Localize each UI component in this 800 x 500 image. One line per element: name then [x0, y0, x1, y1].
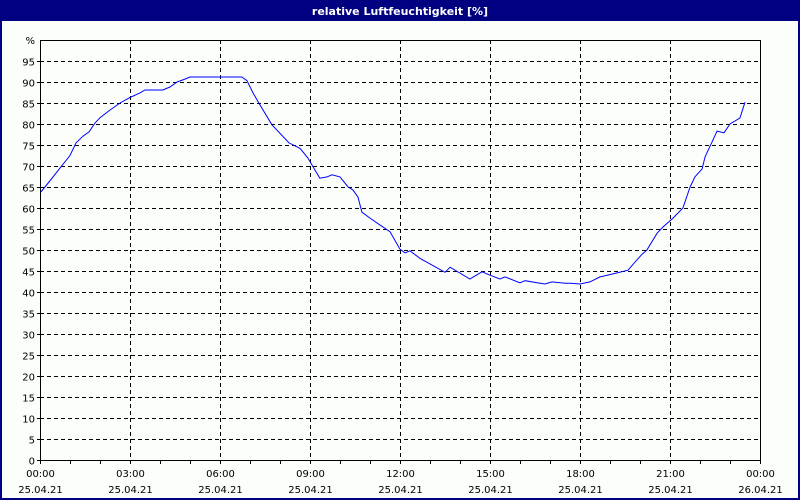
humidity-line [40, 76, 746, 285]
y-tick-label: 30 [22, 331, 35, 342]
y-tick-label: 35 [22, 310, 35, 321]
x-tick-time-label: 00:00 [746, 469, 775, 480]
x-tick-date-label: 26.04.21 [738, 485, 783, 496]
y-tick-label: 50 [22, 247, 35, 258]
x-tick-date-label: 25.04.21 [108, 485, 153, 496]
x-tick-time-label: 09:00 [296, 469, 325, 480]
y-tick-label: 55 [22, 226, 35, 237]
x-tick-time-label: 00:00 [26, 469, 55, 480]
x-tick-date-label: 25.04.21 [18, 485, 63, 496]
grid-lines [40, 40, 760, 460]
y-unit-label: % [25, 36, 35, 47]
y-tick-label: 95 [22, 58, 35, 69]
x-tick-time-label: 21:00 [656, 469, 685, 480]
x-tick-date-label: 25.04.21 [198, 485, 243, 496]
x-tick-time-label: 03:00 [116, 469, 145, 480]
y-tick-label: 40 [22, 289, 35, 300]
y-axis: 0 5 10 15 20 25 30 35 40 45 50 55 60 65 70 75 80 85 90 95% [22, 36, 40, 468]
plot-border [40, 40, 761, 461]
y-tick-label: 15 [22, 394, 35, 405]
chart-title: relative Luftfeuchtigkeit [%] [2, 2, 798, 21]
x-tick-date-label: 25.04.21 [288, 485, 333, 496]
y-tick-label: 85 [22, 100, 35, 111]
x-tick-date-label: 25.04.21 [648, 485, 693, 496]
y-tick-label: 70 [22, 163, 35, 174]
y-tick-label: 75 [22, 142, 35, 153]
y-tick-label: 45 [22, 268, 35, 279]
x-tick-date-label: 25.04.21 [468, 485, 513, 496]
x-tick-time-label: 12:00 [386, 469, 415, 480]
y-tick-label: 65 [22, 184, 35, 195]
y-tick-label: 25 [22, 352, 35, 363]
y-tick-label: 80 [22, 121, 35, 132]
y-tick-label: 20 [22, 373, 35, 384]
y-tick-label: 10 [22, 415, 35, 426]
y-tick-label: 5 [29, 436, 35, 447]
y-tick-label: 0 [29, 457, 35, 468]
x-tick-time-label: 15:00 [476, 469, 505, 480]
y-tick-label: 60 [22, 205, 35, 216]
x-tick-time-label: 18:00 [566, 469, 595, 480]
y-tick-label: 90 [22, 79, 35, 90]
x-tick-date-label: 25.04.21 [558, 485, 603, 496]
x-tick-time-label: 06:00 [206, 469, 235, 480]
x-tick-date-label: 25.04.21 [378, 485, 423, 496]
x-axis: 00:00 25.04.21 03:00 25.04.21 06:00 25.04.21 0… [18, 460, 783, 496]
